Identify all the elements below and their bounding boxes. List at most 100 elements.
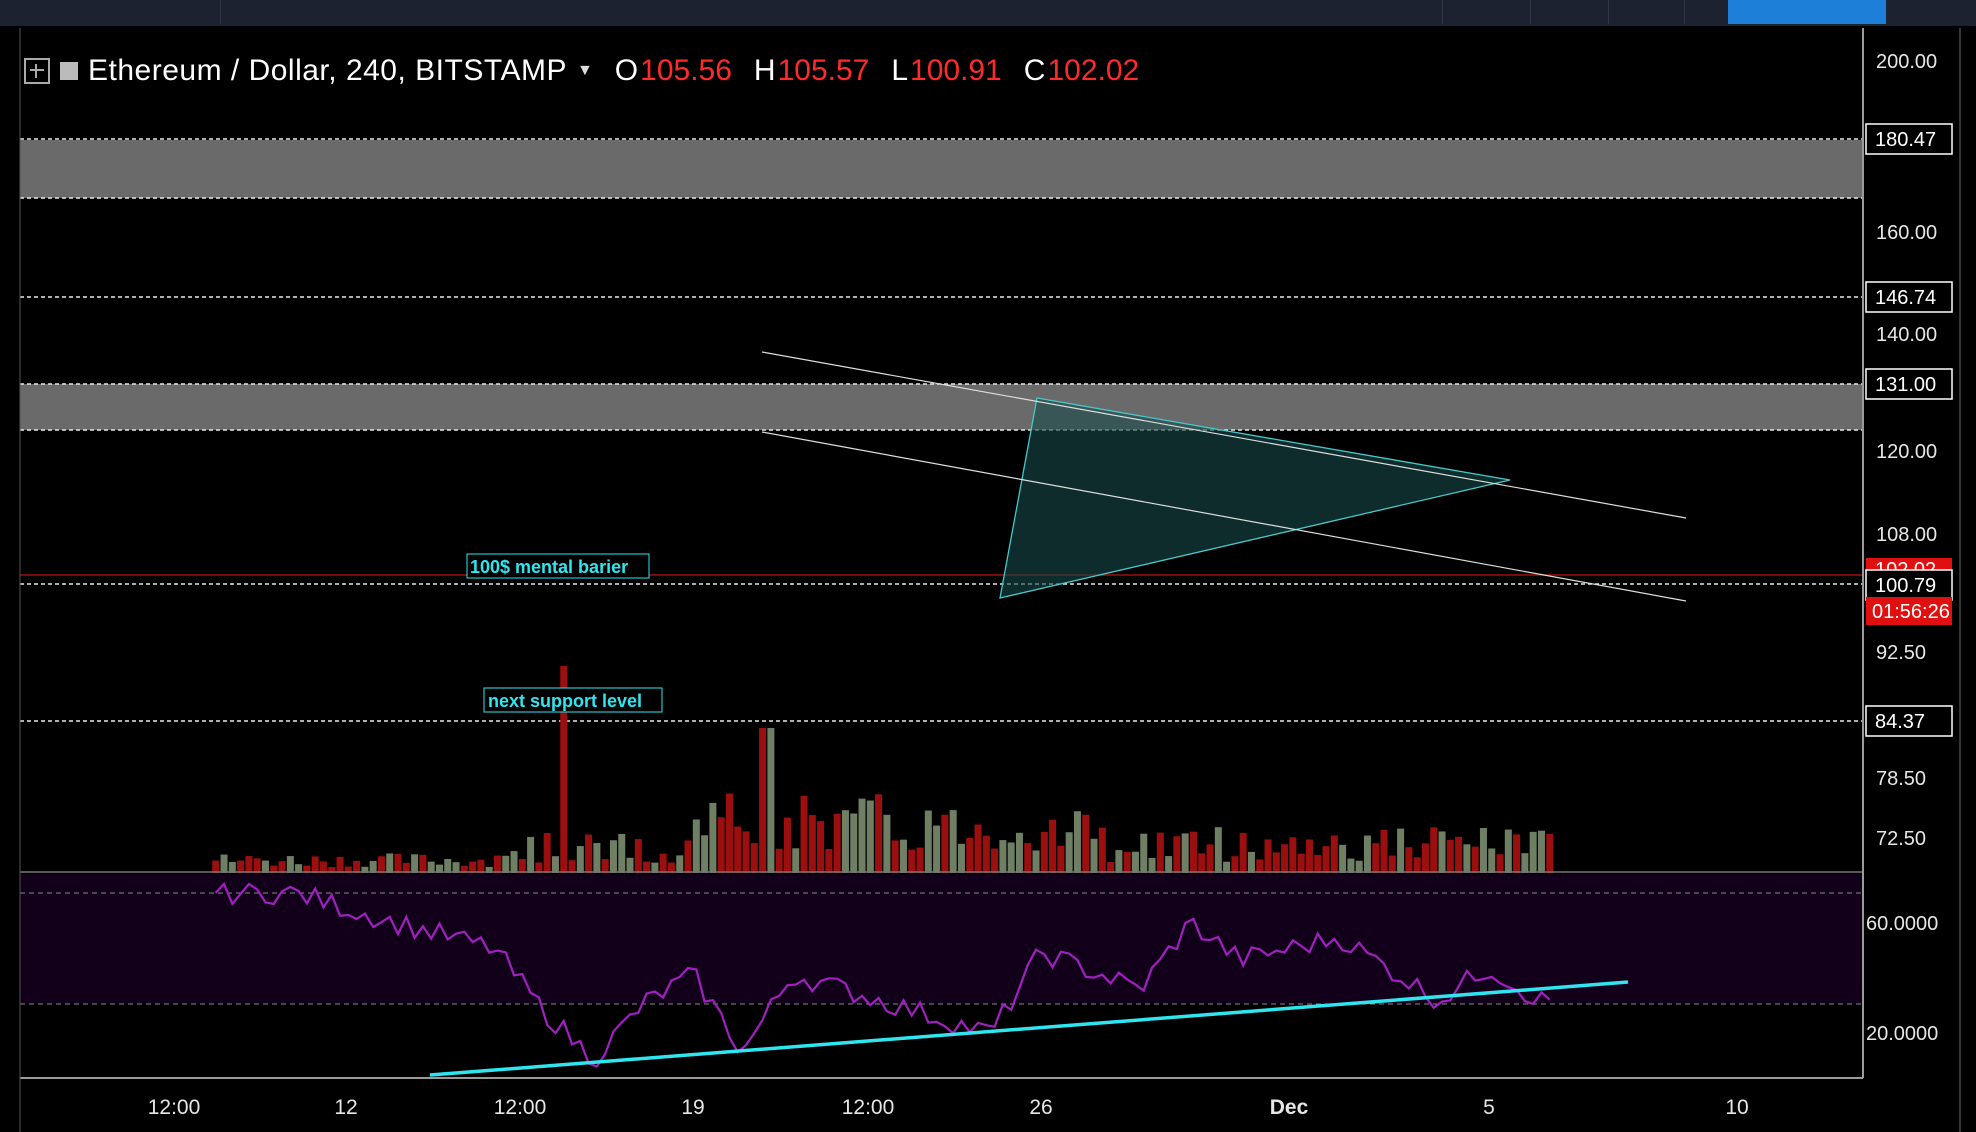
resistance-zone [20, 140, 1862, 198]
symbol-legend[interactable]: Ethereum / Dollar, 240, BITSTAMP ▼ O 105… [24, 54, 1161, 88]
volume-bar [1521, 853, 1529, 873]
volume-bar [1115, 850, 1123, 873]
volume-bar [808, 815, 816, 873]
publish-button[interactable] [1728, 0, 1886, 24]
high-value: 105.57 [777, 54, 870, 87]
volume-bar [1446, 839, 1454, 873]
volume-bar [833, 813, 841, 873]
volume-bar [576, 846, 584, 873]
volume-bar [692, 819, 700, 873]
volume-bar [411, 854, 419, 873]
volume-bar [1165, 856, 1173, 873]
volume-bar [369, 860, 377, 873]
symbol-title[interactable]: Ethereum / Dollar, 240, BITSTAMP [88, 54, 567, 87]
volume-bar [386, 853, 394, 873]
rsi-trendline [429, 980, 1629, 1077]
time-tick: 12 [334, 1096, 357, 1119]
time-tick: 19 [681, 1096, 704, 1119]
volume-bar [237, 860, 245, 873]
volume-bar [676, 855, 684, 873]
volume-bar [850, 813, 858, 873]
volume-bar [1223, 861, 1231, 873]
rsi-tick: 60.0000 [1866, 913, 1938, 935]
volume-bar [1131, 851, 1139, 873]
volume-bar [1330, 835, 1338, 873]
volume-bar [1206, 844, 1214, 873]
volume-bar [1347, 858, 1355, 873]
svg-text:next support level: next support level [488, 691, 642, 711]
volume-bar [1256, 859, 1264, 873]
toolbar-button[interactable] [1456, 0, 1531, 24]
volume-bar [1471, 846, 1479, 873]
volume-bar [485, 866, 493, 873]
toolbar-button[interactable] [1610, 0, 1685, 24]
chevron-down-icon[interactable]: ▼ [576, 62, 593, 79]
volume-bar [1181, 833, 1189, 873]
volume-bar [933, 825, 941, 873]
volume-bar [1546, 833, 1554, 873]
toolbar-segment[interactable] [222, 0, 1443, 24]
volume-bar [800, 795, 808, 873]
series-visibility-icon[interactable] [60, 62, 78, 80]
volume-bar [502, 855, 510, 873]
volume-bar [1281, 844, 1289, 873]
volume-bar [858, 798, 866, 873]
volume-bar [783, 817, 791, 873]
volume-bar [1322, 846, 1330, 873]
volume-bar [1289, 837, 1297, 873]
volume-bar [477, 859, 485, 873]
volume-bar [1537, 830, 1545, 873]
close-label: C [1023, 54, 1046, 87]
price-tick: 140.00 [1876, 324, 1937, 346]
volume-bar [1198, 853, 1206, 873]
volume-bar [916, 847, 924, 873]
volume-bars [212, 666, 1554, 873]
volume-bar [228, 861, 236, 873]
volume-bar [1314, 854, 1322, 873]
open-value: 105.56 [640, 54, 732, 87]
volume-bar [518, 858, 526, 873]
volume-bar [659, 853, 667, 873]
volume-bar [1388, 855, 1396, 873]
volume-bar [742, 831, 750, 873]
volume-bar [643, 861, 651, 873]
volume-bar [212, 860, 220, 873]
volume-bar [543, 833, 551, 873]
volume-bar [452, 862, 460, 873]
price-tick: 78.50 [1876, 768, 1926, 790]
mental-barrier-label[interactable]: 100$ mental barier [466, 553, 650, 579]
volume-bar [1065, 832, 1073, 873]
volume-bar [991, 848, 999, 873]
volume-bar [974, 824, 982, 873]
next-support-label[interactable]: next support level [483, 687, 663, 713]
volume-bar [1264, 839, 1272, 873]
time-tick: 12:00 [494, 1096, 547, 1119]
volume-bar [353, 860, 361, 873]
level-label: 84.37 [1875, 711, 1925, 733]
expand-icon[interactable] [24, 58, 50, 84]
top-toolbar [0, 0, 1976, 26]
level-label: 100.79 [1875, 575, 1936, 597]
volume-bar [1123, 851, 1131, 873]
volume-bar [1156, 832, 1164, 873]
volume-bar [1430, 827, 1438, 873]
volume-bar [982, 835, 990, 873]
rsi-pane [20, 874, 1862, 1004]
time-tick: 26 [1029, 1096, 1052, 1119]
level-labels: 180.47 146.74 131.00 102.02 100.79 01:56… [1865, 123, 1953, 737]
volume-bar [1231, 856, 1239, 873]
volume-bar [759, 728, 767, 873]
volume-bar [1272, 852, 1280, 873]
toolbar-button[interactable] [1532, 0, 1609, 24]
toolbar-segment[interactable] [0, 0, 221, 24]
volume-bar [510, 851, 518, 873]
level-label: 146.74 [1875, 287, 1936, 309]
volume-bar [419, 854, 427, 873]
volume-bar [278, 861, 286, 873]
price-axis[interactable] [1863, 28, 1976, 1078]
volume-bar [601, 859, 609, 873]
volume-bar [568, 860, 576, 873]
volume-bar [941, 814, 949, 873]
volume-bar [427, 861, 435, 873]
